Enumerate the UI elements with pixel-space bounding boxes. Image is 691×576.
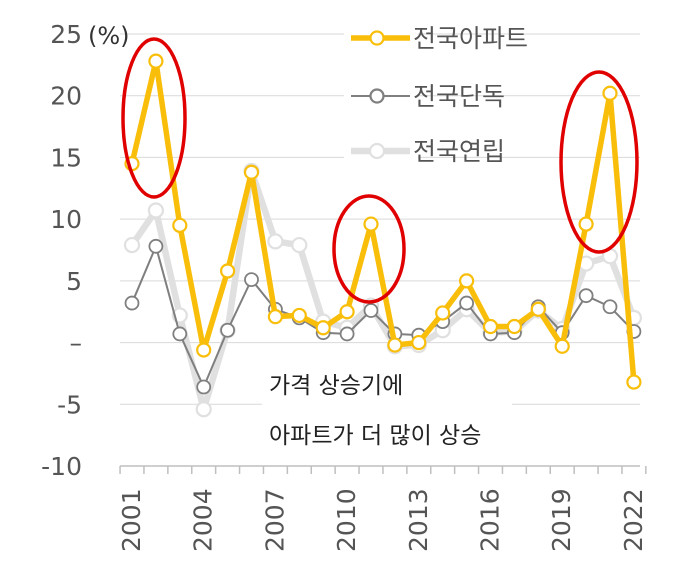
legend-item: 전국아파트: [344, 20, 528, 56]
data-point: [554, 338, 570, 354]
data-point: [220, 322, 236, 338]
x-tick-label: 2013: [404, 488, 433, 552]
data-point: [196, 342, 212, 358]
series-전국아파트: [124, 53, 642, 390]
annotation-line-2: 아파트가 더 많이 상승: [269, 423, 481, 449]
legend-label: 전국단독: [413, 82, 505, 111]
data-point: [482, 318, 499, 335]
data-point: [148, 238, 164, 254]
y-tick-label: 20: [50, 82, 82, 111]
highlight-ellipse-2011: [332, 194, 406, 304]
y-tick-label: 15: [50, 143, 82, 172]
data-point: [291, 236, 308, 254]
data-point: [387, 337, 403, 353]
highlight-ellipse-2021: [559, 70, 639, 254]
annotation-line-1: 가격 상승기에: [269, 373, 403, 399]
y-tick-label: 5: [66, 267, 82, 296]
y-axis: 25 20 15 10 5 – -5 -10: [41, 20, 82, 481]
data-point: [459, 295, 475, 311]
data-point: [147, 202, 164, 219]
data-point: [411, 334, 427, 351]
data-point: [435, 305, 451, 321]
legend-marker: [368, 142, 386, 160]
data-point: [339, 304, 355, 320]
data-point: [123, 236, 141, 254]
data-point: [626, 374, 642, 390]
legend-label: 전국아파트: [413, 24, 528, 53]
x-tick-label: 2007: [260, 488, 289, 552]
data-point: [315, 320, 331, 336]
data-point: [363, 303, 379, 318]
data-point: [195, 401, 212, 418]
data-point: [243, 164, 260, 180]
data-point: [267, 309, 283, 325]
series-layer: [123, 53, 643, 418]
data-point: [124, 295, 140, 311]
data-point: [172, 217, 188, 233]
data-point: [172, 326, 188, 342]
series-line: [131, 245, 635, 389]
y-tick-label: -10: [41, 452, 82, 481]
legend-marker: [369, 30, 385, 46]
data-point: [220, 263, 236, 279]
data-point: [578, 288, 594, 304]
legend-label: 전국연립: [413, 137, 505, 166]
y-tick-label: 25: [50, 20, 82, 49]
y-tick-label: 10: [50, 205, 82, 234]
data-point: [506, 318, 523, 335]
data-point: [530, 301, 546, 317]
highlight-ellipse-2002: [121, 37, 187, 199]
x-tick-label: 2010: [332, 488, 361, 552]
data-point: [291, 307, 307, 324]
data-point: [148, 53, 164, 69]
data-point: [602, 299, 618, 315]
data-point: [339, 326, 355, 342]
highlight-ellipses: [121, 37, 639, 304]
annotation-box: [262, 366, 512, 458]
data-point: [459, 273, 475, 289]
legend-item: 전국단독: [344, 78, 505, 114]
y-tick-label: –: [70, 329, 83, 358]
data-point: [578, 216, 594, 232]
x-tick-label: 2019: [547, 488, 576, 552]
x-tick-label: 2016: [476, 488, 505, 552]
legend-marker: [369, 88, 385, 104]
data-point: [244, 272, 259, 288]
series-line: [129, 58, 637, 383]
data-point: [196, 379, 212, 395]
data-point: [363, 216, 379, 232]
data-point: [267, 233, 284, 250]
y-unit-label: (%): [88, 22, 130, 50]
x-tick-label: 2001: [117, 488, 146, 552]
x-axis: 2001 2004 2007 2010 2013 2016 2019 2022: [117, 465, 648, 552]
x-tick-label: 2022: [619, 488, 648, 552]
x-tick-label: 2004: [189, 488, 218, 552]
data-point: [602, 85, 618, 101]
legend-item: 전국연립: [344, 133, 505, 169]
y-tick-label: -5: [57, 390, 82, 419]
